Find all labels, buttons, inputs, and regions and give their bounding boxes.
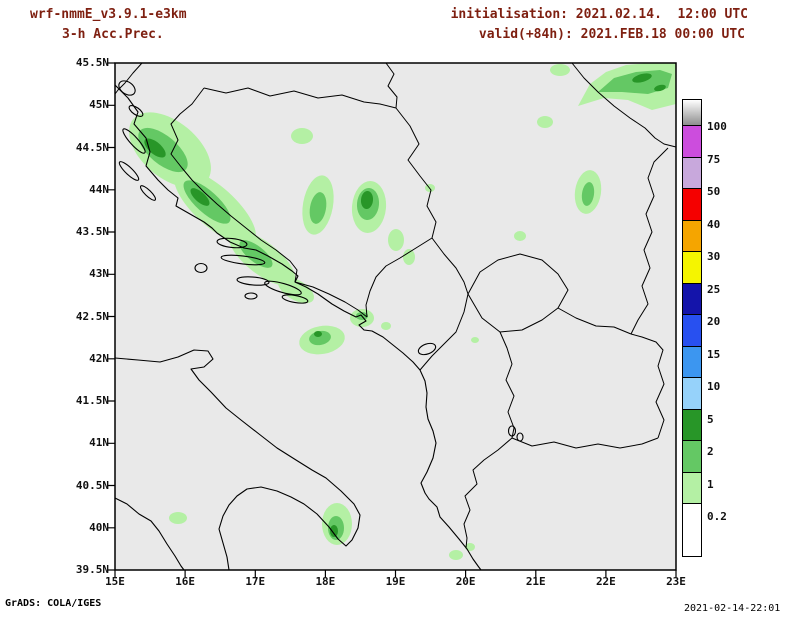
colorbar-segment	[682, 440, 702, 473]
y-tick-label: 43N	[89, 267, 109, 281]
colorbar-tick-label: 75	[707, 152, 721, 166]
colorbar-segment	[682, 377, 702, 410]
colorbar-segment	[682, 125, 702, 158]
colorbar-tick-label: 40	[707, 217, 721, 231]
colorbar-tick-label: 25	[707, 282, 721, 296]
precip-dark-areas	[144, 73, 666, 537]
axis-ticks	[108, 62, 677, 577]
colorbar-segment	[682, 314, 702, 347]
coastlines	[114, 80, 524, 571]
model-title: wrf-nmmE_v3.9.1-e3km	[30, 7, 187, 22]
colorbar-segment	[682, 156, 702, 189]
x-tick-label: 19E	[385, 575, 406, 588]
x-tick-label: 20E	[455, 575, 476, 588]
colorbar-segment	[682, 219, 702, 252]
init-time-label: initialisation: 2021.02.14. 12:00 UTC	[450, 7, 748, 22]
y-tick-label: 39.5N	[75, 563, 109, 576]
y-tick-label: 45.5N	[75, 56, 109, 69]
colorbar-segment	[682, 99, 702, 126]
y-tick-label: 40N	[89, 520, 109, 534]
field-title: 3-h Acc.Prec.	[62, 27, 164, 42]
colorbar-segment	[682, 251, 702, 284]
colorbar-segment	[682, 345, 702, 378]
plot-frame	[114, 62, 677, 571]
x-tick-label: 22E	[595, 575, 616, 588]
colorbar-tick-label: 15	[707, 347, 721, 361]
colorbar-segment	[682, 471, 702, 504]
creation-timestamp: 2021-02-14-22:01	[684, 603, 781, 614]
colorbar-tick-label: 20	[707, 315, 721, 328]
colorbar-segment	[682, 282, 702, 315]
x-tick-label: 21E	[525, 575, 546, 588]
x-tick-label: 15E	[105, 575, 125, 588]
colorbar-tick-label: 30	[707, 250, 721, 263]
valid-time-label: valid(+84h): 2021.FEB.18 00:00 UTC	[478, 27, 745, 42]
y-tick-label: 42N	[89, 351, 109, 365]
colorbar-segment	[682, 188, 702, 221]
grads-credit: GrADS: COLA/IGES	[5, 598, 102, 609]
colorbar-tick-label: 5	[707, 412, 714, 426]
colorbar-segment	[682, 503, 702, 557]
colorbar-tick-label: 1	[707, 477, 714, 491]
x-tick-label: 18E	[315, 575, 336, 588]
map-background	[115, 63, 676, 570]
colorbar-segment	[682, 408, 702, 441]
colorbar-tick-label: 10	[707, 380, 721, 393]
colorbar-tick-label: 2	[707, 445, 714, 458]
y-tick-label: 43.5N	[75, 225, 109, 238]
x-tick-label: 17E	[245, 575, 266, 588]
y-tick-label: 44N	[89, 182, 109, 196]
y-tick-label: 41.5N	[75, 394, 109, 407]
country-borders	[114, 62, 677, 549]
x-tick-label: 23E	[666, 575, 686, 588]
colorbar-tick-label: 50	[707, 185, 721, 198]
colorbar-tick-label: 100	[707, 120, 727, 133]
colorbar	[682, 99, 702, 557]
y-tick-label: 41N	[89, 436, 109, 450]
y-tick-label: 44.5N	[75, 140, 109, 154]
y-tick-label: 42.5N	[75, 309, 109, 323]
y-tick-label: 40.5N	[75, 478, 109, 492]
colorbar-tick-label: 0.2	[707, 510, 727, 523]
x-tick-label: 16E	[175, 575, 196, 588]
y-tick-label: 45N	[89, 98, 109, 112]
